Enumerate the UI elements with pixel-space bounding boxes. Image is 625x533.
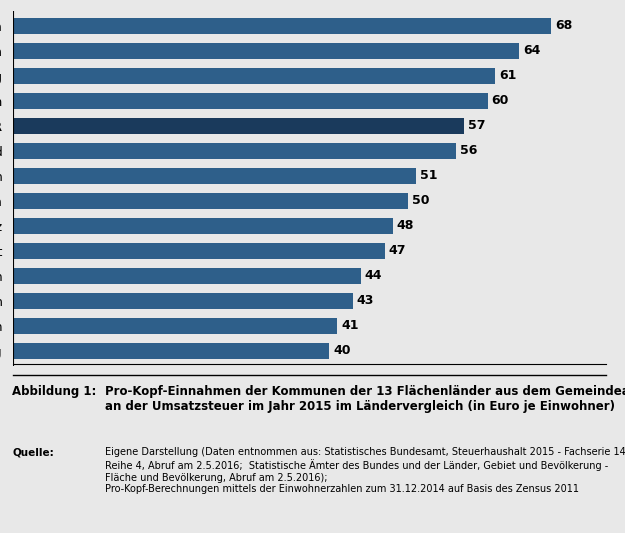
Bar [12,18,551,34]
Bar [12,118,464,134]
Bar [12,142,456,159]
Text: 44: 44 [365,269,382,282]
Bar [12,217,392,234]
Text: 40: 40 [333,344,351,357]
Text: Eigene Darstellung (Daten entnommen aus: Statistisches Bundesamt, Steuerhaushalt: Eigene Darstellung (Daten entnommen aus:… [104,447,625,495]
Text: 48: 48 [396,219,414,232]
Text: 41: 41 [341,319,359,332]
Text: 60: 60 [491,94,509,107]
Text: Abbildung 1:: Abbildung 1: [12,385,97,398]
Text: 50: 50 [412,194,430,207]
Bar [12,343,329,359]
Bar [12,192,408,209]
Text: 57: 57 [468,119,485,132]
Text: 61: 61 [499,69,517,82]
Bar [12,93,488,109]
Text: 51: 51 [420,169,437,182]
Bar [12,318,337,334]
Text: 56: 56 [460,144,477,157]
Bar [12,293,353,309]
Text: 68: 68 [555,19,572,32]
Bar [12,167,416,184]
Text: 43: 43 [357,294,374,307]
Bar [12,68,496,84]
Bar [12,43,519,59]
Text: Pro-Kopf-Einnahmen der Kommunen der 13 Flächenländer aus dem Gemeindeanteil
an d: Pro-Kopf-Einnahmen der Kommunen der 13 F… [104,385,625,413]
Text: 64: 64 [523,44,541,57]
Bar [12,243,384,259]
Text: Quelle:: Quelle: [12,447,54,457]
Text: 47: 47 [389,244,406,257]
Bar [12,268,361,284]
